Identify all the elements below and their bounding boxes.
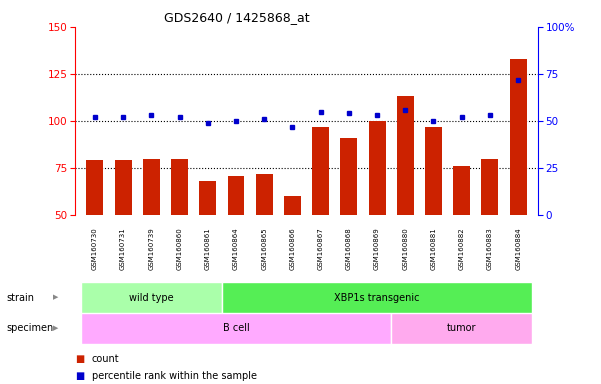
Text: XBP1s transgenic: XBP1s transgenic bbox=[334, 293, 420, 303]
Bar bbox=[81, 282, 222, 313]
Text: ■: ■ bbox=[75, 354, 84, 364]
Text: B cell: B cell bbox=[222, 323, 249, 333]
Bar bbox=[228, 175, 245, 215]
Bar bbox=[255, 174, 273, 215]
Text: GSM160865: GSM160865 bbox=[261, 227, 267, 270]
Text: specimen: specimen bbox=[6, 323, 53, 333]
Text: ■: ■ bbox=[75, 371, 84, 381]
Bar bbox=[397, 96, 413, 215]
Text: GSM160882: GSM160882 bbox=[459, 227, 465, 270]
Bar bbox=[453, 166, 470, 215]
Bar bbox=[425, 127, 442, 215]
Bar bbox=[87, 161, 103, 215]
Text: GSM160880: GSM160880 bbox=[402, 227, 408, 270]
Text: ▶: ▶ bbox=[53, 325, 58, 331]
Text: GSM160881: GSM160881 bbox=[430, 227, 436, 270]
Bar bbox=[312, 127, 329, 215]
Text: count: count bbox=[92, 354, 120, 364]
Text: GSM160739: GSM160739 bbox=[148, 227, 154, 270]
Text: GSM160883: GSM160883 bbox=[487, 227, 493, 270]
Bar bbox=[81, 313, 391, 344]
Bar bbox=[481, 159, 498, 215]
Text: GSM160861: GSM160861 bbox=[205, 227, 211, 270]
Text: GDS2640 / 1425868_at: GDS2640 / 1425868_at bbox=[164, 12, 310, 25]
Text: GSM160869: GSM160869 bbox=[374, 227, 380, 270]
Bar bbox=[143, 159, 160, 215]
Text: ▶: ▶ bbox=[53, 295, 58, 301]
Bar bbox=[200, 181, 216, 215]
Bar bbox=[340, 138, 358, 215]
Bar bbox=[391, 313, 532, 344]
Text: wild type: wild type bbox=[129, 293, 174, 303]
Bar bbox=[115, 161, 132, 215]
Text: GSM160866: GSM160866 bbox=[290, 227, 296, 270]
Text: GSM160884: GSM160884 bbox=[515, 227, 521, 270]
Bar bbox=[510, 59, 526, 215]
Bar bbox=[222, 282, 532, 313]
Bar bbox=[284, 196, 301, 215]
Text: GSM160731: GSM160731 bbox=[120, 227, 126, 270]
Text: percentile rank within the sample: percentile rank within the sample bbox=[92, 371, 257, 381]
Text: GSM160860: GSM160860 bbox=[177, 227, 183, 270]
Bar bbox=[368, 121, 385, 215]
Text: GSM160867: GSM160867 bbox=[317, 227, 323, 270]
Text: GSM160730: GSM160730 bbox=[92, 227, 98, 270]
Text: tumor: tumor bbox=[447, 323, 477, 333]
Text: strain: strain bbox=[6, 293, 34, 303]
Text: GSM160868: GSM160868 bbox=[346, 227, 352, 270]
Text: GSM160864: GSM160864 bbox=[233, 227, 239, 270]
Bar bbox=[171, 159, 188, 215]
